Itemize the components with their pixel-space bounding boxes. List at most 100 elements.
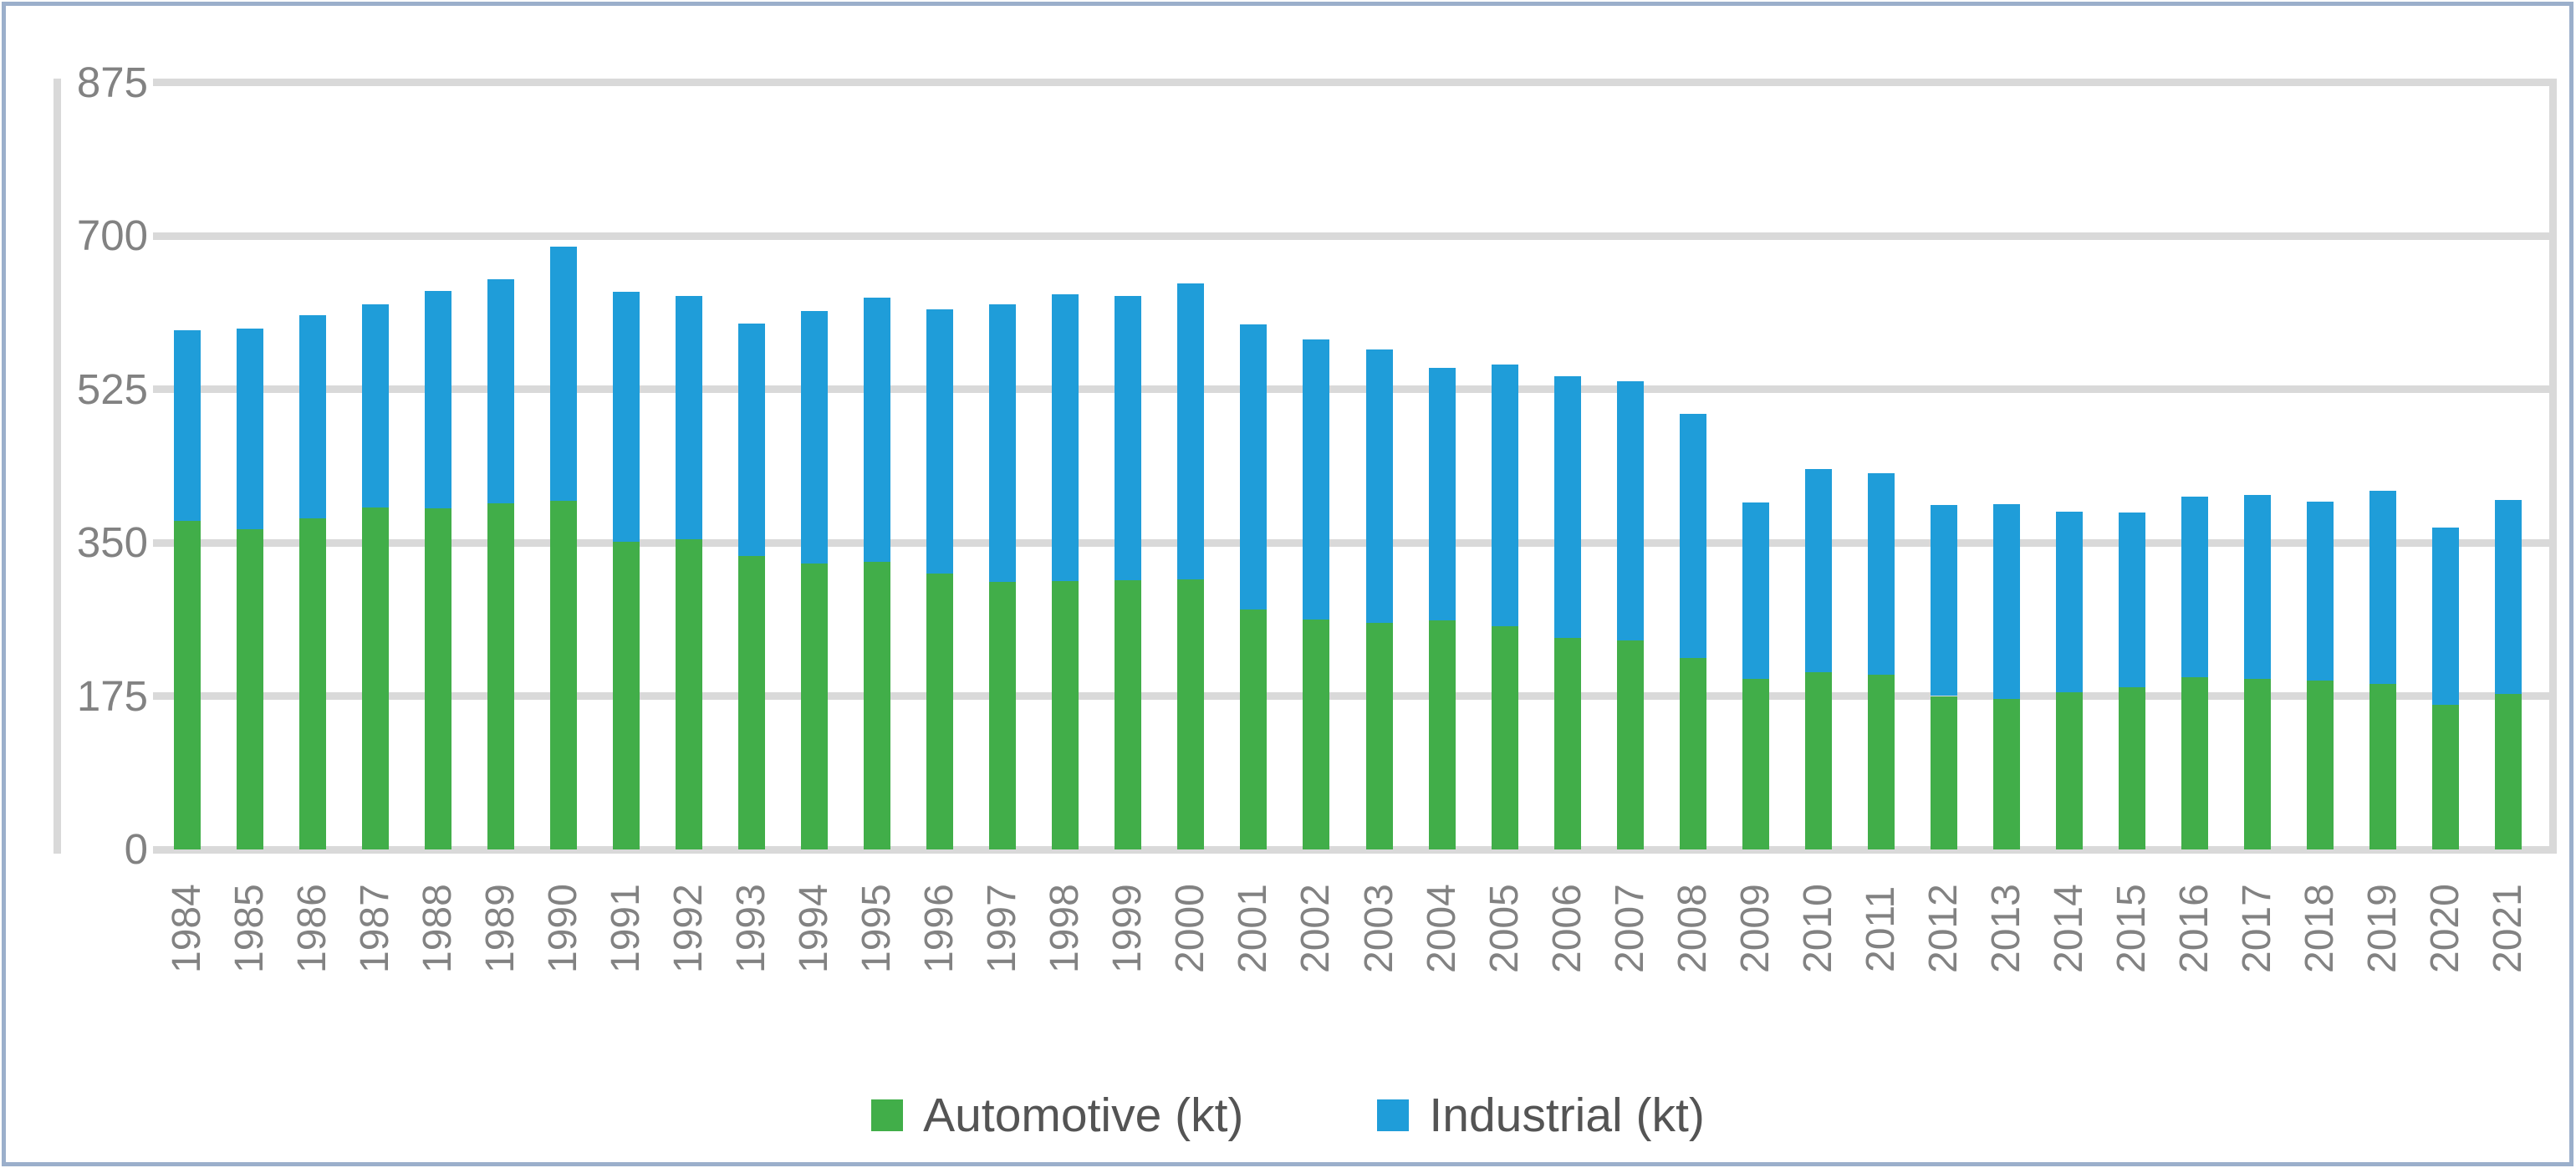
bar-segment-automotive-2008: [1680, 658, 1706, 849]
x-axis-year-label: 1992: [666, 884, 711, 974]
bar-segment-industrial-1996: [926, 309, 953, 574]
x-axis-year-label: 1999: [1105, 884, 1150, 974]
x-axis-year-label: 2013: [1984, 884, 2028, 974]
bar-segment-industrial-1992: [676, 296, 702, 539]
bar-segment-automotive-2013: [1993, 698, 2020, 849]
x-axis-year-label: 2000: [1168, 884, 1212, 974]
x-axis-year-label: 1991: [604, 884, 648, 974]
x-axis-year-label: 1986: [290, 884, 334, 974]
legend-item-industrial: Industrial (kt): [1377, 1088, 1705, 1143]
x-axis-year-label: 2004: [1420, 884, 1464, 974]
y-axis-tick-label: 875: [76, 58, 148, 106]
legend: Automotive (kt) Industrial (kt): [0, 1084, 2576, 1147]
x-axis-year-label: 2016: [2172, 884, 2216, 974]
x-axis-year-label: 2003: [1357, 884, 1401, 974]
bar-segment-automotive-1993: [738, 555, 765, 849]
gridline-175: [153, 692, 2557, 700]
bar-segment-industrial-2003: [1366, 349, 1393, 624]
x-axis-year-label: 1987: [353, 884, 397, 974]
bar-segment-industrial-2019: [2369, 491, 2396, 684]
gridline-350: [153, 538, 2557, 547]
bar-segment-automotive-1984: [174, 520, 201, 849]
x-axis-year-label: 2010: [1796, 884, 1840, 974]
legend-label: Automotive (kt): [923, 1089, 1244, 1142]
plot-border-right: [2549, 79, 2557, 854]
bar-segment-industrial-2017: [2244, 495, 2271, 679]
gridline-0: [153, 845, 2557, 854]
bar-segment-automotive-1987: [362, 507, 389, 849]
legend-item-automotive: Automotive (kt): [871, 1088, 1243, 1143]
bar-segment-industrial-2013: [1993, 503, 2020, 699]
bar-segment-automotive-2009: [1742, 678, 1769, 849]
bar-segment-industrial-2005: [1492, 365, 1518, 626]
bar-segment-automotive-1990: [550, 500, 577, 849]
x-axis-year-label: 1988: [416, 884, 460, 974]
x-axis-year-label: 2021: [2486, 884, 2530, 974]
bar-segment-industrial-2004: [1429, 368, 1456, 621]
bar-segment-automotive-1992: [676, 538, 702, 849]
x-axis-year-label: 2002: [1293, 884, 1338, 974]
bar-segment-industrial-2021: [2495, 499, 2522, 695]
x-axis-year-label: 2017: [2235, 884, 2279, 974]
x-axis-year-label: 2014: [2047, 884, 2091, 974]
bar-segment-automotive-1994: [801, 564, 828, 849]
bar-segment-industrial-2012: [1931, 504, 1957, 696]
bar-segment-automotive-2006: [1554, 638, 1581, 849]
bar-segment-automotive-1999: [1115, 580, 1141, 849]
x-axis-year-label: 2008: [1671, 884, 1715, 974]
x-axis-year-label: 2020: [2423, 884, 2467, 974]
x-axis-year-label: 1995: [854, 884, 899, 974]
bar-segment-industrial-2015: [2119, 513, 2145, 687]
gridline-700: [153, 232, 2557, 240]
x-axis-year-label: 1990: [541, 884, 585, 974]
gridline-875: [153, 79, 2557, 86]
bar-segment-industrial-2007: [1617, 381, 1644, 641]
x-axis-year-label: 1997: [980, 884, 1024, 974]
bar-segment-automotive-2003: [1366, 623, 1393, 849]
bar-segment-automotive-2015: [2119, 687, 2145, 849]
bar-segment-automotive-1997: [989, 582, 1016, 849]
bar-segment-industrial-2009: [1742, 502, 1769, 679]
bar-segment-automotive-2016: [2181, 677, 2208, 849]
bar-segment-automotive-2020: [2432, 704, 2459, 849]
x-axis-year-label: 1985: [227, 884, 272, 974]
bar-segment-automotive-2014: [2056, 692, 2083, 849]
bar-segment-industrial-1991: [613, 292, 640, 542]
y-axis-tick-label: 175: [76, 671, 148, 720]
bar-segment-automotive-1988: [425, 508, 451, 849]
x-axis-year-label: 2007: [1608, 884, 1652, 974]
bar-segment-industrial-2006: [1554, 375, 1581, 639]
x-axis-year-label: 2009: [1733, 884, 1778, 974]
x-axis-year-label: 2018: [2298, 884, 2342, 974]
x-axis-year-label: 1993: [729, 884, 773, 974]
bar-segment-automotive-2007: [1617, 640, 1644, 849]
x-axis-year-label: 2006: [1545, 884, 1589, 974]
bar-segment-industrial-2018: [2307, 501, 2334, 681]
bar-segment-automotive-1996: [926, 573, 953, 849]
bar-segment-automotive-2017: [2244, 678, 2271, 849]
y-axis-tick-label: 350: [76, 518, 148, 566]
x-axis-year-label: 2019: [2360, 884, 2405, 974]
bar-segment-industrial-1995: [864, 298, 890, 563]
bar-segment-industrial-1984: [174, 330, 201, 521]
bar-segment-automotive-2021: [2495, 694, 2522, 849]
x-axis-year-label: 1994: [792, 884, 836, 974]
bar-segment-automotive-2001: [1240, 609, 1267, 849]
bar-segment-automotive-1985: [237, 529, 263, 849]
bar-segment-industrial-1994: [801, 311, 828, 564]
bar-segment-automotive-2004: [1429, 620, 1456, 849]
bar-segment-industrial-2011: [1868, 473, 1895, 676]
x-axis-year-label: 1984: [165, 884, 209, 974]
bar-segment-automotive-2011: [1868, 675, 1895, 849]
bar-segment-industrial-2000: [1177, 283, 1204, 580]
x-axis-year-label: 2001: [1231, 884, 1275, 974]
x-axis-year-label: 2015: [2109, 884, 2154, 974]
y-axis-tick-label: 700: [76, 212, 148, 259]
bar-segment-automotive-1986: [299, 518, 326, 849]
bar-segment-industrial-1985: [237, 329, 263, 530]
x-axis-year-label: 2011: [1859, 885, 1903, 972]
bar-segment-industrial-1998: [1052, 294, 1079, 582]
bar-segment-industrial-2008: [1680, 413, 1706, 659]
y-axis-tick-label: 0: [124, 825, 148, 873]
bar-segment-industrial-1990: [550, 246, 577, 501]
